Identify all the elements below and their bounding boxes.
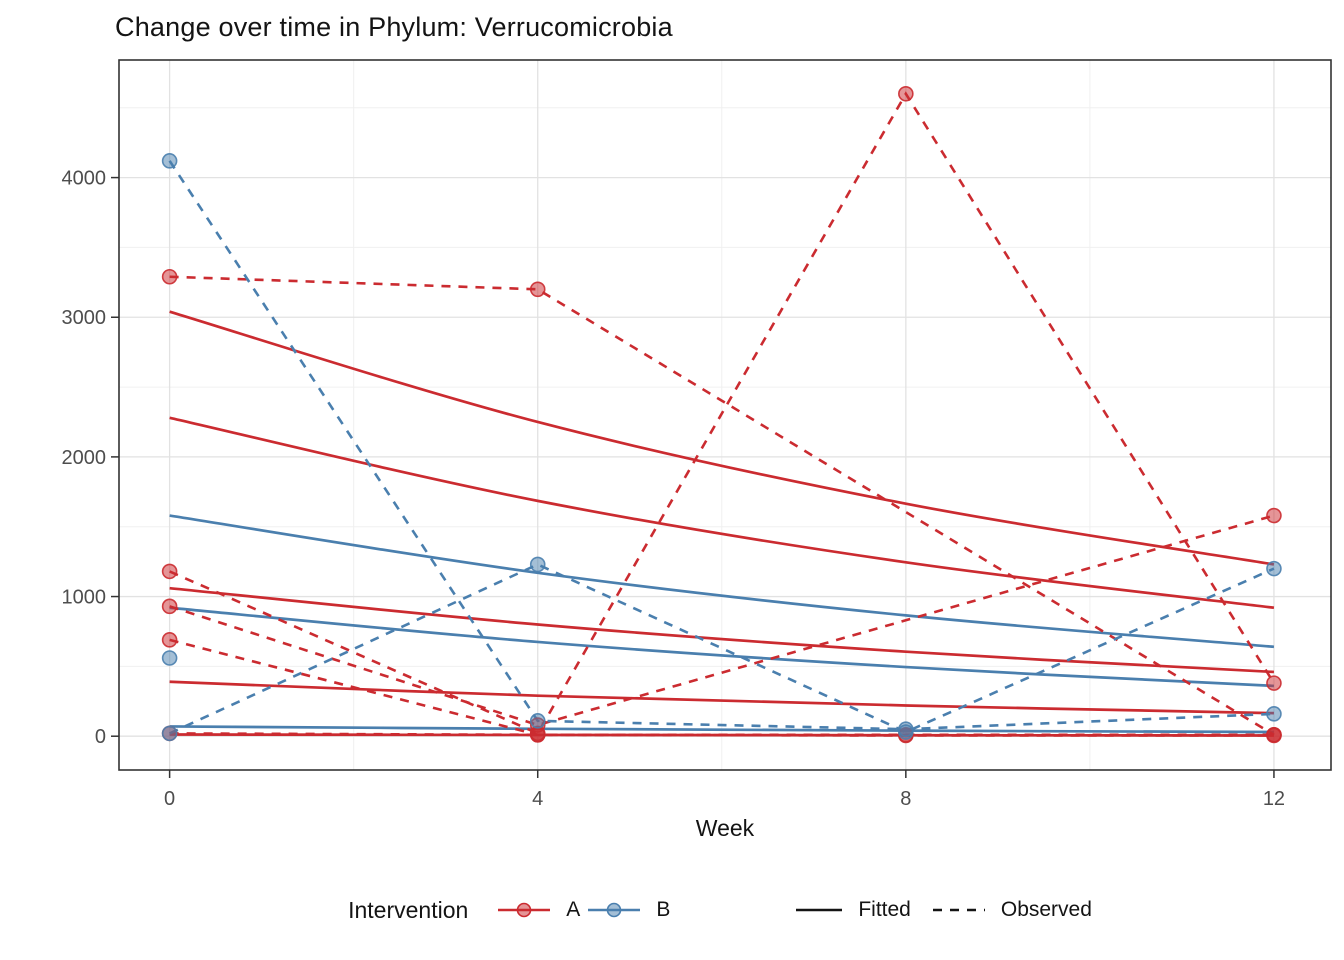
B-subj2-observed — [169, 563, 1275, 735]
A-subj1-observed-point — [161, 268, 178, 285]
A-subj4-observed-point — [161, 632, 178, 648]
A-subj5-observed-point — [1266, 727, 1282, 744]
legend: Intervention A B Fitted — [0, 884, 1344, 936]
B-subj2-observed-point — [898, 724, 914, 740]
x-tick-label: 0 — [164, 788, 175, 810]
B-subj2-observed-point — [1266, 560, 1282, 577]
A-subj4-fitted — [169, 680, 1274, 715]
A-subj1-fitted — [169, 310, 1275, 566]
plot-panel: 0 1000 2000 3000 4000 0 4 8 12 Week — [62, 59, 1332, 841]
B-subj1-fitted — [169, 514, 1275, 649]
legend-key-b-icon — [586, 899, 642, 921]
observed-points — [161, 85, 1282, 744]
panel-background — [119, 60, 1331, 770]
axes: 0 1000 2000 3000 4000 0 4 8 12 Week — [62, 168, 1286, 841]
A-subj1-observed-point — [529, 281, 546, 298]
y-tick-label: 1000 — [62, 587, 107, 609]
chart-title: Change over time in Phylum: Verrucomicro… — [115, 12, 673, 42]
legend-key-fitted-icon — [794, 899, 844, 921]
legend-label-b: B — [656, 898, 671, 921]
B-subj1-observed — [168, 160, 1274, 731]
legend-label-a: A — [566, 898, 581, 921]
legend-key-observed-icon — [931, 899, 987, 921]
A-subj1-observed — [169, 275, 1275, 736]
panel-border — [118, 59, 1332, 771]
A-subj3-fitted — [169, 586, 1275, 674]
B-subj3-observed-point — [161, 650, 178, 666]
y-tick-label: 4000 — [62, 168, 107, 190]
A-subj5-observed — [169, 732, 1274, 737]
x-axis-title: Week — [696, 815, 755, 841]
A-subj2-observed — [169, 91, 1276, 736]
legend-key-a-icon — [496, 899, 552, 921]
legend-title: Intervention — [348, 896, 469, 923]
y-tick-label: 3000 — [62, 307, 107, 329]
A-subj3-observed-point — [1266, 507, 1282, 524]
legend-label-observed: Observed — [1000, 898, 1092, 921]
x-tick-label: 8 — [900, 788, 911, 810]
A-subj5-observed-point — [529, 727, 546, 743]
B-subj1-observed-point — [529, 713, 546, 729]
grid-minor — [119, 60, 1331, 770]
B-subj2-observed-point — [161, 725, 178, 742]
B-subj2-fitted — [169, 606, 1275, 688]
A-subj2-observed-point — [161, 563, 178, 580]
B-subj2-observed-point — [529, 556, 546, 573]
B-subj1-observed-point — [161, 153, 178, 169]
B-subj1-observed-point — [1266, 706, 1282, 722]
A-subj2-observed-point — [1266, 675, 1282, 691]
B-subj3-fitted — [169, 725, 1274, 734]
y-tick-label: 2000 — [62, 447, 107, 469]
x-tick-label: 12 — [1263, 788, 1285, 810]
A-subj3-observed-point — [161, 598, 178, 615]
legend-label-fitted: Fitted — [858, 898, 911, 921]
y-tick-label: 0 — [95, 726, 106, 748]
A-subj2-observed-point — [898, 85, 914, 102]
A-subj2-fitted — [169, 416, 1275, 610]
x-tick-label: 4 — [532, 788, 543, 810]
observed-lines — [168, 91, 1276, 737]
